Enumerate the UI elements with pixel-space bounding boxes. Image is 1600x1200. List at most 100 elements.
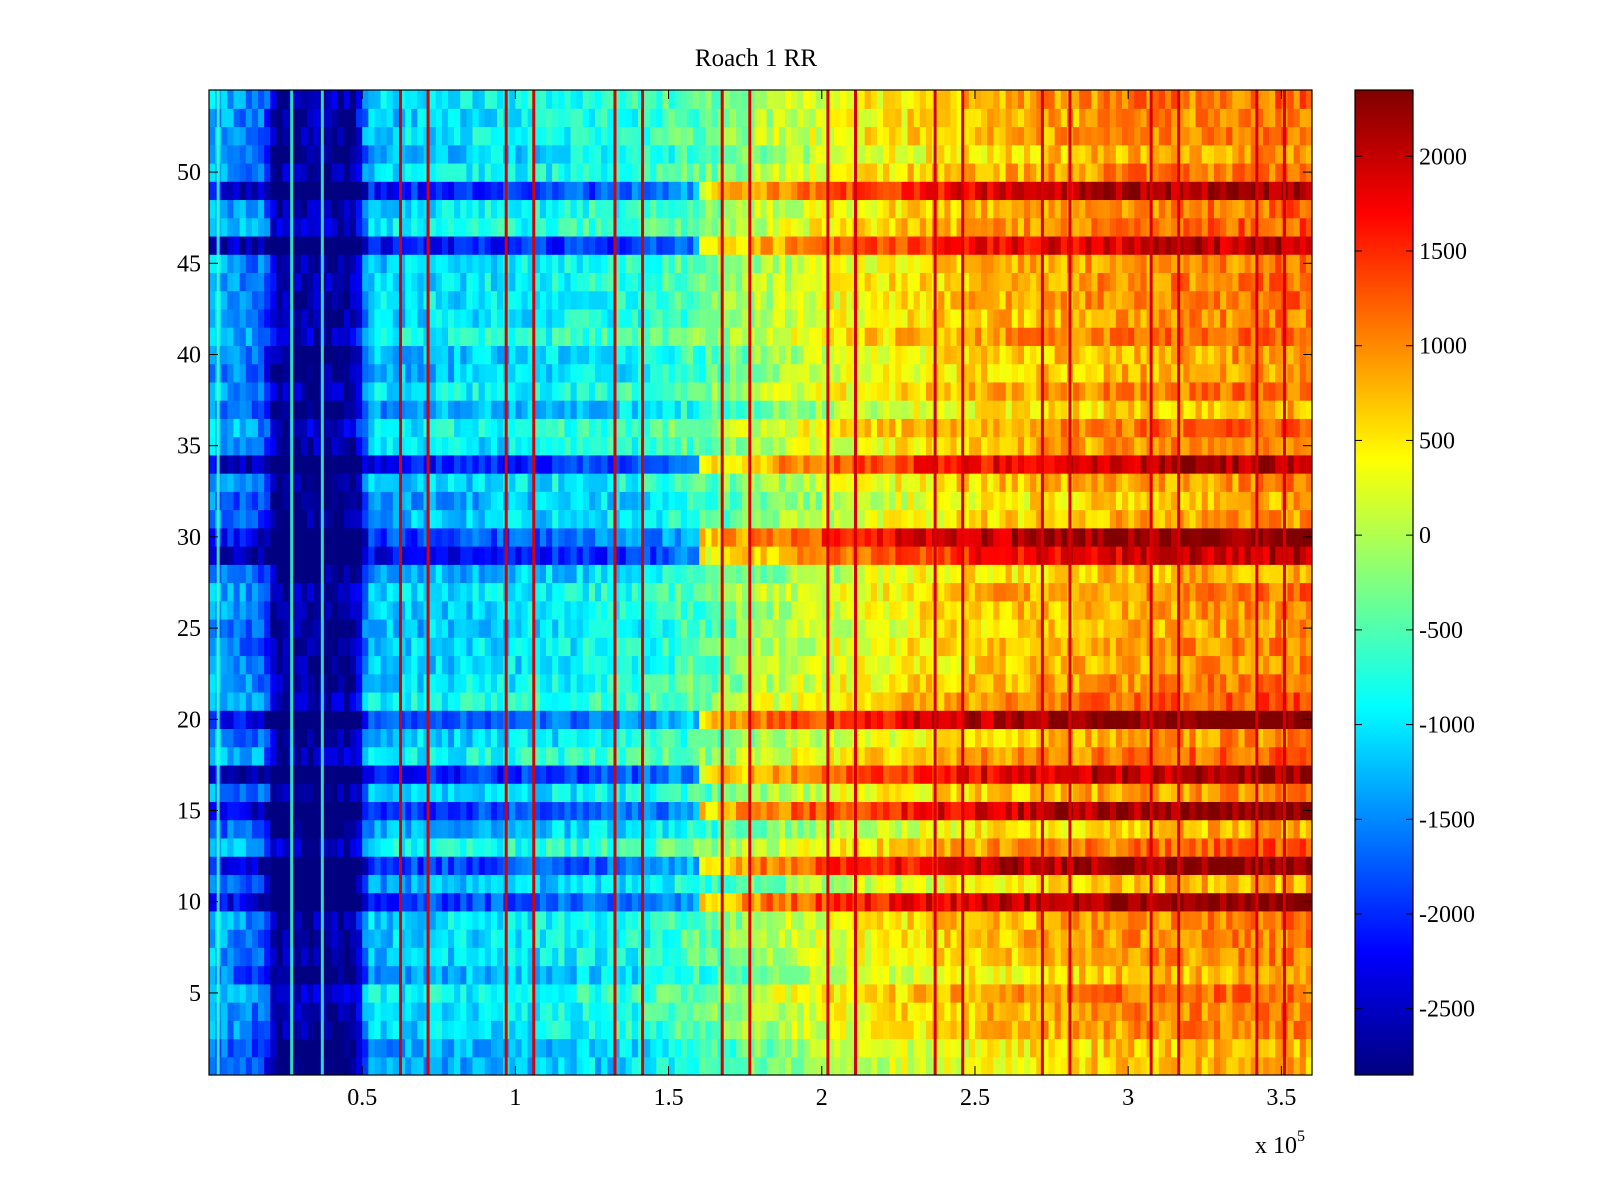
heatmap-cell <box>1299 856 1307 875</box>
heatmap-cell <box>925 929 933 948</box>
heatmap-cell <box>883 1002 890 1021</box>
heatmap-cell <box>1238 618 1246 638</box>
heatmap-cell <box>490 819 498 839</box>
heatmap-cell <box>1238 874 1246 894</box>
heatmap-cell <box>343 637 351 657</box>
heatmap-cell <box>815 1056 823 1075</box>
heatmap-cell <box>1201 618 1209 638</box>
heatmap-cell <box>1232 947 1240 967</box>
heatmap-cell <box>748 582 755 602</box>
heatmap-cell <box>925 947 933 967</box>
heatmap-cell <box>1042 600 1050 620</box>
heatmap-cell <box>368 728 376 748</box>
heatmap-cell <box>466 655 474 675</box>
heatmap-cell <box>981 801 988 821</box>
heatmap-cell <box>846 801 854 821</box>
heatmap-cell <box>1005 837 1013 857</box>
heatmap-cell <box>1134 746 1142 766</box>
heatmap-cell <box>1195 1056 1203 1075</box>
heatmap-cell <box>386 1020 394 1040</box>
heatmap-cell <box>809 892 817 912</box>
heatmap-cell <box>1201 637 1209 657</box>
heatmap-cell <box>938 947 945 967</box>
heatmap-cell <box>870 910 878 930</box>
heatmap-cell <box>668 892 676 912</box>
heatmap-cell <box>276 746 284 766</box>
heatmap-cell <box>221 1020 228 1040</box>
heatmap-cell <box>705 655 713 675</box>
heatmap-cell <box>1109 801 1117 821</box>
heatmap-cell <box>1152 582 1160 602</box>
heatmap-cell <box>1262 764 1270 784</box>
heatmap-cell <box>245 929 253 948</box>
heatmap-cell <box>613 564 621 584</box>
heatmap-cell <box>668 965 676 985</box>
heatmap-cell <box>1030 764 1037 784</box>
heatmap-cell <box>1122 728 1129 748</box>
heatmap-cell <box>840 1002 847 1021</box>
heatmap-cell <box>662 910 670 930</box>
heatmap-cell <box>625 929 633 948</box>
heatmap-cell <box>962 856 970 875</box>
heatmap-cell <box>1293 801 1301 821</box>
heatmap-cell <box>374 710 382 730</box>
heatmap-cell <box>1287 983 1295 1003</box>
heatmap-cell <box>1226 983 1233 1003</box>
heatmap-cell <box>313 728 320 748</box>
heatmap-cell <box>521 929 529 948</box>
heatmap-cell <box>1011 564 1019 584</box>
heatmap-cell <box>1017 655 1025 675</box>
heatmap-cell <box>735 910 743 930</box>
heatmap-cell <box>999 819 1007 839</box>
heatmap-cell <box>1164 618 1172 638</box>
heatmap-cell <box>974 965 982 985</box>
heatmap-cell <box>760 1056 768 1075</box>
heatmap-cell <box>331 983 339 1003</box>
heatmap-cell <box>1060 728 1068 748</box>
heatmap-cell <box>748 1002 755 1021</box>
heatmap-cell <box>827 910 835 930</box>
heatmap-cell <box>264 929 271 948</box>
heatmap-cell <box>564 892 572 912</box>
heatmap-cell <box>539 746 547 766</box>
heatmap-cell <box>472 728 480 748</box>
heatmap-cell <box>1220 892 1227 912</box>
heatmap-cell <box>919 1038 927 1058</box>
heatmap-cell <box>1226 618 1233 638</box>
heatmap-cell <box>245 637 253 657</box>
heatmap-cell <box>1213 983 1221 1003</box>
heatmap-cell <box>662 965 670 985</box>
heatmap-cell <box>264 910 271 930</box>
heatmap-cell <box>607 819 615 839</box>
heatmap-cell <box>827 856 835 875</box>
heatmap-cell <box>564 983 572 1003</box>
heatmap-cell <box>337 947 345 967</box>
heatmap-cell <box>662 564 670 584</box>
heatmap-cell <box>1091 746 1099 766</box>
heatmap-cell <box>1091 710 1099 730</box>
heatmap-cell <box>907 564 915 584</box>
heatmap-cell <box>221 910 228 930</box>
heatmap-cell <box>533 892 541 912</box>
heatmap-cell <box>797 910 804 930</box>
heatmap-cell <box>1128 856 1135 875</box>
heatmap-cell <box>405 655 412 675</box>
heatmap-cell <box>625 746 633 766</box>
heatmap-cell <box>962 874 970 894</box>
heatmap-cell <box>901 856 909 875</box>
heatmap-cell <box>999 673 1007 693</box>
heatmap-cell <box>349 965 357 985</box>
heatmap-cell <box>411 618 418 638</box>
heatmap-cell <box>711 691 719 711</box>
heatmap-cell <box>705 637 713 657</box>
heatmap-cell <box>864 856 872 875</box>
heatmap-cell <box>956 728 964 748</box>
heatmap-cell <box>251 764 259 784</box>
heatmap-cell <box>791 1038 798 1058</box>
heatmap-cell <box>650 910 657 930</box>
heatmap-cell <box>729 673 737 693</box>
heatmap-cell <box>282 655 290 675</box>
heatmap-cell <box>509 892 516 912</box>
heatmap-cell <box>1073 892 1080 912</box>
heatmap-cell <box>656 1020 664 1040</box>
